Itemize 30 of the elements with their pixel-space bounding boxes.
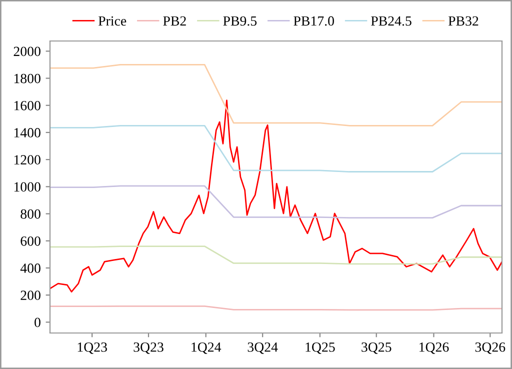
y-tick-label: 400 bbox=[20, 264, 40, 273]
y-tick-label: 1200 bbox=[14, 155, 40, 165]
y-tick-label: 200 bbox=[20, 290, 40, 300]
x-tick-label: 3Q24 bbox=[248, 342, 278, 354]
legend-label: PB17.0 bbox=[294, 16, 334, 26]
y-tick-label: 1800 bbox=[14, 74, 40, 84]
line-series bbox=[50, 185, 502, 219]
y-tick-label: 0 bbox=[34, 318, 40, 328]
legend-label: Price bbox=[98, 16, 126, 26]
x-tick-label: 1Q26 bbox=[420, 342, 449, 354]
legend-label: PB32 bbox=[448, 16, 478, 26]
y-tick-label: 1400 bbox=[14, 128, 40, 138]
legend-label: PB2 bbox=[163, 16, 186, 26]
x-tick-label: 1Q23 bbox=[78, 342, 107, 354]
x-tick-label: 3Q23 bbox=[134, 342, 164, 354]
y-tick-label: 1000 bbox=[14, 182, 40, 192]
x-tick-label: 1Q25 bbox=[306, 342, 335, 354]
line-series bbox=[50, 246, 502, 265]
line-series bbox=[50, 64, 502, 126]
x-tick-label: 1Q24 bbox=[192, 342, 222, 354]
x-tick-label: 3Q26 bbox=[475, 342, 506, 354]
x-tick-label: 3Q25 bbox=[362, 342, 392, 354]
y-tick-label: 2000 bbox=[14, 46, 40, 56]
line-series bbox=[50, 124, 502, 172]
legend-label: PB9.5 bbox=[223, 16, 257, 26]
line-series bbox=[50, 100, 502, 293]
legend-label: PB24.5 bbox=[371, 16, 412, 26]
y-tick-label: 800 bbox=[20, 209, 40, 219]
y-tick-label: 600 bbox=[20, 236, 40, 246]
y-tick-label: 1600 bbox=[14, 100, 40, 110]
